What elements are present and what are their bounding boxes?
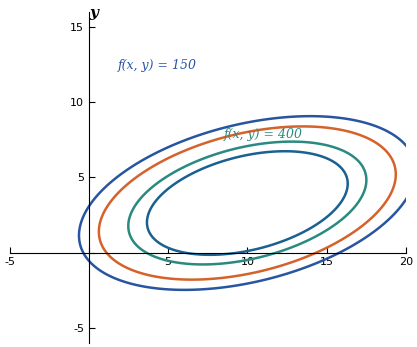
Text: f(x, y) = 400: f(x, y) = 400 (224, 128, 303, 141)
Text: y: y (89, 6, 98, 20)
Text: f(x, y) = 150: f(x, y) = 150 (118, 59, 196, 72)
